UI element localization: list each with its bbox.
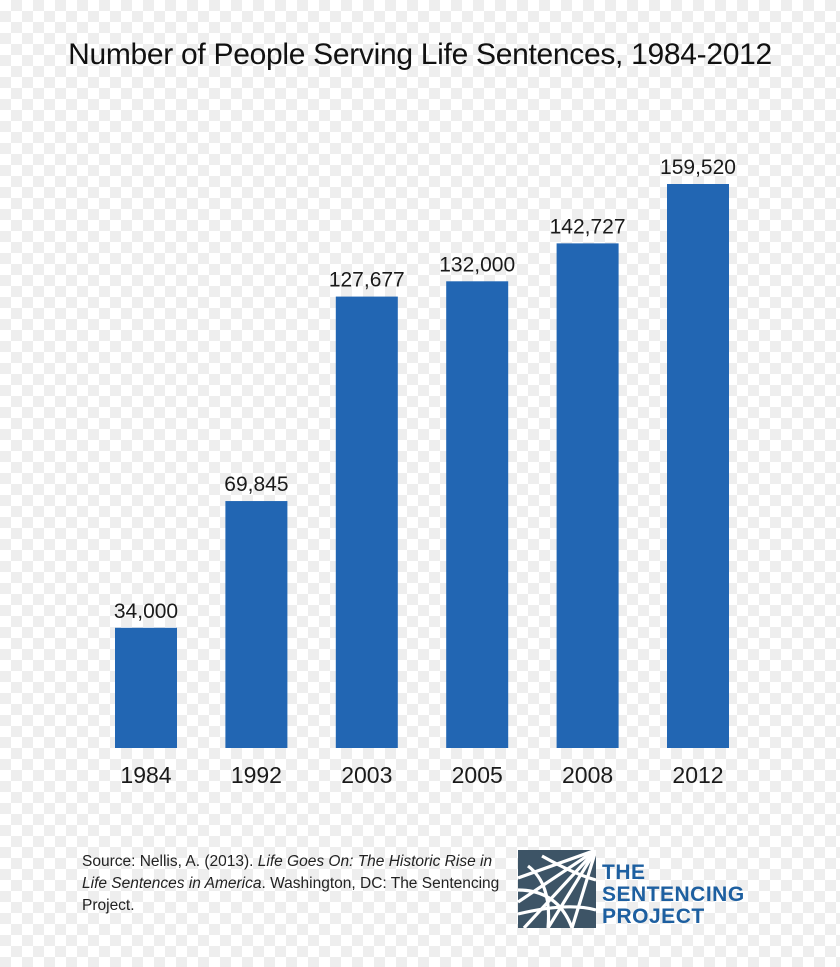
bar-1984 <box>115 627 177 748</box>
category-label-2003: 2003 <box>341 762 392 788</box>
logo-line-2: SENTENCING <box>602 883 745 906</box>
logo-line-1: THE <box>602 861 646 884</box>
chart-title: Number of People Serving Life Sentences,… <box>68 38 772 71</box>
bar-chart: 34,000 69,845 127,677 132,000 142,727 159,520… <box>114 156 736 788</box>
category-label-2008: 2008 <box>562 762 613 788</box>
value-label-1984: 34,000 <box>114 600 178 623</box>
value-labels-group: 34,000 69,845 127,677 132,000 142,727 159,520 <box>114 156 736 623</box>
value-label-2012: 159,520 <box>660 156 736 179</box>
value-label-1992: 69,845 <box>224 473 288 496</box>
bar-2005 <box>446 281 509 748</box>
bar-2003 <box>335 296 398 748</box>
category-labels-group: 1984 1992 2003 2005 2008 2012 <box>120 762 723 788</box>
category-label-2005: 2005 <box>452 762 503 788</box>
bar-2012 <box>667 184 729 748</box>
category-label-2012: 2012 <box>672 762 723 788</box>
source-note: Source: Nellis, A. (2013). Life Goes On:… <box>82 851 502 917</box>
logo-line-3: PROJECT <box>602 905 705 928</box>
category-label-1984: 1984 <box>120 762 171 788</box>
source-suffix: . Washington, DC: The Sentencing Project… <box>82 875 500 914</box>
bars-group <box>115 184 729 748</box>
source-title: Life Goes On: The Historic Rise in Life … <box>82 853 493 892</box>
logo-wordmark: THE SENTENCING PROJECT <box>602 862 745 928</box>
value-label-2008: 142,727 <box>550 215 626 238</box>
source-prefix: Source: Nellis, A. (2013). <box>82 853 258 870</box>
bar-2008 <box>556 243 619 748</box>
sentencing-project-logo: THE SENTENCING PROJECT <box>518 848 778 928</box>
bar-1992 <box>225 501 288 748</box>
value-label-2005: 132,000 <box>439 253 515 276</box>
value-label-2003: 127,677 <box>329 269 405 292</box>
sentencing-project-logo-mark-icon <box>518 850 596 928</box>
category-label-1992: 1992 <box>231 762 282 788</box>
